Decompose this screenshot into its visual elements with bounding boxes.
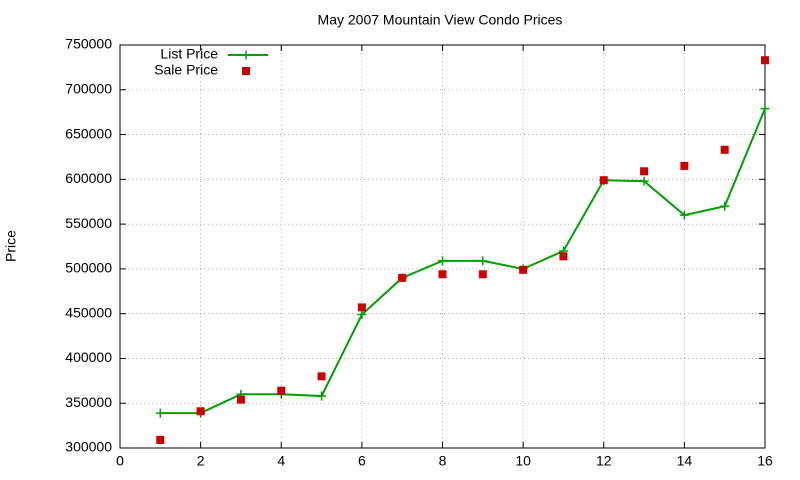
data-point: [599, 176, 608, 185]
data-point: [720, 145, 729, 154]
data-point: [196, 407, 205, 416]
y-tick-label: 750000: [65, 36, 112, 52]
legend-marker: [241, 50, 251, 60]
data-point: [478, 256, 488, 266]
data-point: [155, 408, 165, 418]
data-point: [639, 176, 649, 186]
data-point: [478, 270, 487, 279]
y-tick-label: 550000: [65, 215, 112, 231]
y-tick-label: 300000: [65, 439, 112, 455]
data-point: [277, 386, 286, 395]
y-tick-label: 700000: [65, 80, 112, 96]
plot-frame: [119, 44, 766, 449]
x-tick-label: 2: [197, 453, 205, 469]
legend-marker: [242, 67, 250, 75]
x-tick-label: 16: [757, 453, 773, 469]
y-tick-label: 400000: [65, 349, 112, 365]
data-point: [317, 391, 327, 401]
x-tick-label: 12: [596, 453, 612, 469]
data-point: [760, 104, 770, 114]
data-point: [720, 201, 730, 211]
legend-label: Sale Price: [154, 62, 218, 78]
data-point: [357, 303, 366, 312]
data-point: [438, 270, 447, 279]
data-point: [236, 395, 245, 404]
data-point: [317, 372, 326, 381]
legend-label: List Price: [160, 46, 218, 62]
chart-title: May 2007 Mountain View Condo Prices: [318, 12, 563, 28]
y-tick-label: 450000: [65, 304, 112, 320]
x-tick-label: 10: [515, 453, 531, 469]
data-point: [680, 161, 689, 170]
data-point: [519, 265, 528, 274]
x-tick-label: 4: [277, 453, 285, 469]
x-tick-label: 0: [116, 453, 124, 469]
y-tick-label: 350000: [65, 394, 112, 410]
data-point: [559, 252, 568, 261]
data-point: [357, 310, 367, 320]
data-point: [398, 273, 407, 282]
y-tick-label: 600000: [65, 170, 112, 186]
y-tick-label: 650000: [65, 125, 112, 141]
series-line: [160, 108, 766, 415]
x-tick-label: 8: [439, 453, 447, 469]
data-point: [438, 256, 447, 266]
data-point: [679, 210, 689, 220]
y-axis-label: Price: [3, 230, 19, 262]
x-tick-label: 14: [677, 453, 693, 469]
data-point: [640, 167, 649, 176]
y-tick-label: 500000: [65, 260, 112, 276]
data-point: [156, 435, 165, 444]
data-point: [761, 56, 769, 65]
x-tick-label: 6: [358, 453, 366, 469]
